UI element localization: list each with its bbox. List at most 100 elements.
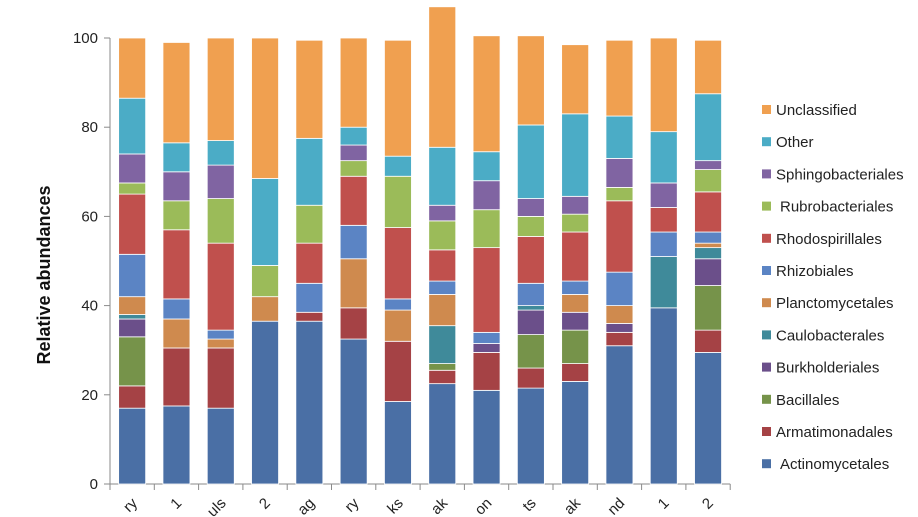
bar-segment [516, 236, 545, 284]
bar-segment [605, 331, 634, 347]
bar-segment [206, 198, 235, 244]
bar-segment [384, 39, 412, 157]
y-tick-label: 100 [73, 30, 98, 47]
bar-segment [605, 323, 634, 333]
legend-swatch [762, 459, 771, 469]
bar-segment [561, 280, 590, 295]
legend-swatch [762, 233, 771, 243]
bar-segment [605, 305, 634, 324]
bar-segment [472, 389, 501, 485]
bar-segment [295, 320, 324, 485]
bar-segment [516, 367, 545, 389]
x-tick-label: 1 [655, 495, 673, 513]
legend-label: Rhizobiales [776, 263, 854, 280]
bar-segment [694, 247, 722, 260]
bar-segment [295, 204, 324, 244]
bar-segment [694, 93, 722, 162]
bar-segment [118, 193, 147, 255]
bar-segment [251, 296, 279, 322]
bar-segment [472, 35, 501, 153]
bar-segment [384, 155, 412, 177]
legend-label: Caulobacterales [776, 327, 884, 344]
x-tick-label: ry [120, 494, 141, 515]
bar-segment [118, 407, 147, 485]
bar-segment [472, 343, 501, 353]
bar-segment [516, 305, 545, 311]
x-tick-label: ak [561, 494, 585, 517]
bar-segment [605, 187, 634, 202]
legend-label: Actinomycetales [780, 456, 889, 473]
bar-segment [472, 209, 501, 249]
bar-segment [561, 363, 590, 382]
bar-segment [428, 369, 457, 385]
bar-segment [561, 329, 590, 364]
y-axis-label: Relative abundances [34, 185, 54, 364]
bar-segment [605, 39, 634, 117]
bar-segment [428, 220, 457, 251]
bar-segment [694, 191, 722, 233]
bar-segment [162, 229, 191, 300]
bar-segment [516, 198, 545, 217]
bar-segment [649, 207, 678, 233]
bar-segment [561, 294, 590, 313]
legend-label: Sphingobacteriales [776, 166, 904, 183]
legend: Unclassified Other Sphingobacteriales Rubro… [762, 102, 904, 473]
bar-segment [339, 175, 368, 226]
bar-segment [384, 309, 412, 342]
bar-segment [118, 314, 147, 320]
bar-segment [118, 37, 147, 99]
bar-segment [339, 338, 368, 485]
bar-segment [428, 204, 457, 222]
x-tick-label: 1 [167, 495, 185, 513]
legend-swatch [762, 105, 771, 114]
bar-segment [118, 182, 147, 195]
bar-segment [339, 37, 368, 128]
bar-segment [694, 160, 722, 170]
legend-label: Armatimonadales [776, 424, 893, 441]
y-tick-label: 40 [81, 298, 98, 315]
bar-segment [516, 124, 545, 199]
bar-segment [516, 35, 545, 126]
bar-segment [206, 329, 235, 340]
bar-segment [428, 294, 457, 327]
bar-segment [118, 318, 147, 338]
y-tick-label: 0 [90, 476, 98, 493]
y-tick-label: 80 [81, 119, 98, 136]
bar-segment [472, 331, 501, 344]
bar-segment [339, 144, 368, 162]
bar-segment [605, 271, 634, 306]
x-tick-label: ag [294, 495, 318, 517]
bar-segment [428, 249, 457, 282]
bar-segment [472, 151, 501, 182]
bar-segment [428, 6, 457, 148]
bar-segment [384, 175, 412, 228]
legend-label: Other [776, 134, 814, 151]
bar-segment [162, 405, 191, 485]
x-tick-label: uls [204, 495, 230, 517]
bar-segment [694, 231, 722, 244]
bar-segment [605, 158, 634, 188]
bar-segment [295, 242, 324, 284]
bar-segment [516, 215, 545, 237]
bar-segment [516, 334, 545, 369]
bar-segment [251, 37, 279, 179]
x-tick-label: ts [519, 495, 539, 515]
x-tick-label: nd [604, 495, 628, 517]
bar-segment [251, 320, 279, 485]
bar-segment [118, 253, 147, 298]
bar-segment [206, 164, 235, 199]
bar-segment [295, 311, 324, 322]
bar-segment [428, 363, 457, 371]
bar-segment [162, 142, 191, 173]
bar-segment [206, 347, 235, 409]
legend-label: Bacillales [776, 392, 839, 409]
bar-segment [694, 352, 722, 485]
legend-label: Burkholderiales [776, 360, 879, 377]
y-tick-label: 60 [81, 208, 98, 225]
bar-segment [339, 160, 368, 177]
bar-segment [428, 280, 457, 295]
bar-segment [561, 311, 590, 331]
x-tick-label: 2 [699, 495, 717, 513]
legend-swatch [762, 169, 771, 179]
